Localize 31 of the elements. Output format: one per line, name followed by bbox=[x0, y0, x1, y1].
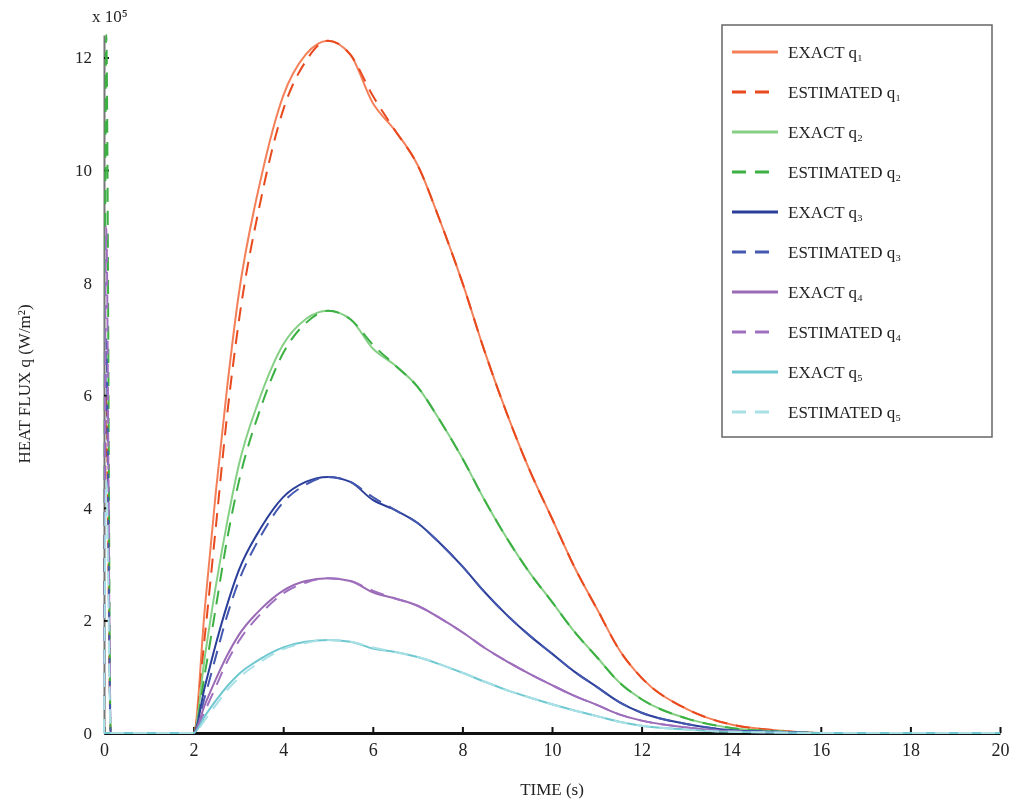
legend-label: EXACT q₄ bbox=[788, 283, 864, 302]
x-tick-label: 4 bbox=[279, 739, 289, 760]
x-tick-label: 18 bbox=[901, 739, 920, 760]
legend-label: EXACT q₁ bbox=[788, 43, 864, 62]
x-tick-label: 20 bbox=[991, 739, 1010, 760]
legend-label: EXACT q₅ bbox=[788, 363, 864, 382]
legend-label: ESTIMATED q₃ bbox=[788, 243, 902, 262]
text: x 10⁵ bbox=[92, 7, 128, 26]
y-tick-label: 4 bbox=[83, 498, 93, 518]
x-axis-title: TIME (s) bbox=[520, 780, 584, 799]
x-tick-label: 8 bbox=[458, 739, 468, 760]
y-tick-label: 8 bbox=[83, 273, 92, 293]
x-tick-label: 16 bbox=[812, 739, 831, 760]
legend-label: ESTIMATED q₄ bbox=[788, 323, 902, 342]
y-tick-label: 6 bbox=[83, 386, 92, 406]
y-tick-label: 10 bbox=[75, 161, 92, 181]
legend-label: ESTIMATED q₁ bbox=[788, 83, 902, 102]
y-tick-label: 0 bbox=[83, 723, 92, 743]
legend-label: ESTIMATED q₂ bbox=[788, 163, 902, 182]
x-tick-label: 12 bbox=[633, 739, 652, 760]
x-tick-label: 10 bbox=[543, 739, 562, 760]
legend-label: ESTIMATED q₅ bbox=[788, 403, 902, 422]
x-tick-label: 0 bbox=[100, 739, 109, 760]
legend-label: EXACT q₂ bbox=[788, 123, 864, 142]
legend-label: EXACT q₃ bbox=[788, 203, 864, 222]
y-tick-label: 12 bbox=[75, 48, 92, 68]
y-axis-title: HEAT FLUX q (W/m²) bbox=[15, 304, 34, 464]
y-tick-label: 2 bbox=[83, 611, 92, 631]
x-tick-label: 14 bbox=[722, 739, 741, 760]
x-tick-label: 6 bbox=[368, 739, 378, 760]
x-tick-label: 2 bbox=[189, 739, 199, 760]
